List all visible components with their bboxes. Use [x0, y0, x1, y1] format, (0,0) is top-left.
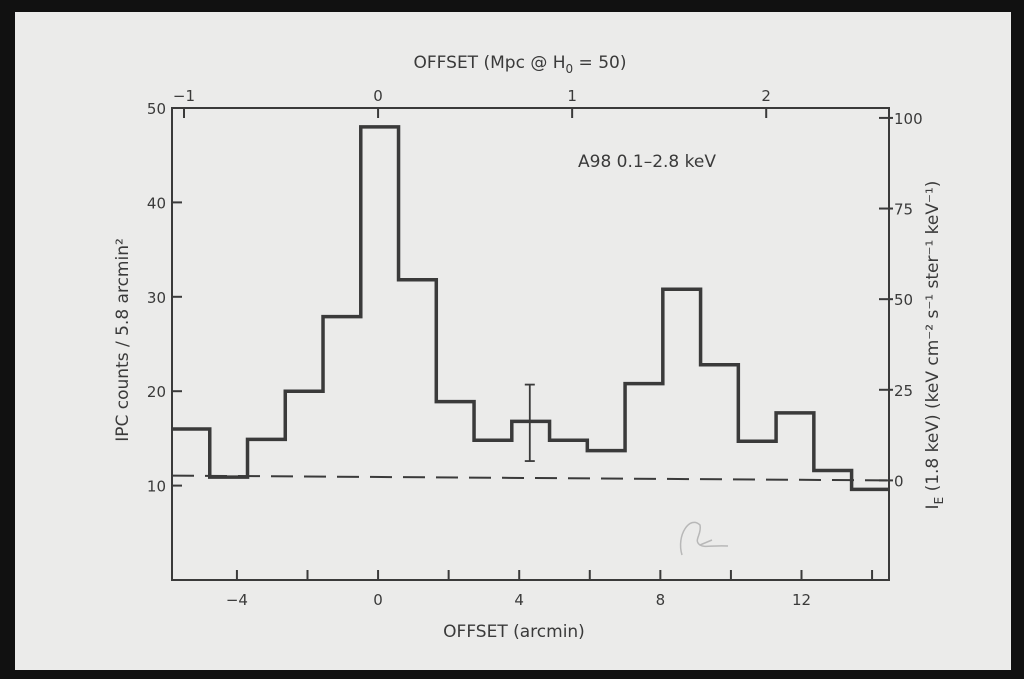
- x-tick-label: 4: [514, 591, 524, 609]
- y-tick-label: 50: [147, 100, 166, 118]
- top-tick-label: 2: [761, 87, 771, 105]
- right-tick-label: 0: [894, 472, 904, 490]
- right-tick-label: 100: [894, 110, 923, 128]
- top-axis-title: OFFSET (Mpc @ H0 = 50): [414, 53, 627, 76]
- annotation: A98 0.1–2.8 keV: [578, 152, 716, 172]
- x-tick-label: 0: [373, 591, 383, 609]
- y-axis-title: IPC counts / 5.8 arcmin²: [113, 238, 133, 442]
- x-tick-label: 12: [792, 591, 811, 609]
- y-tick-label: 30: [147, 289, 166, 307]
- photo-paper: [15, 12, 1011, 670]
- y-tick-label: 20: [147, 383, 166, 401]
- x-tick-label: 8: [656, 591, 666, 609]
- y-tick-label: 10: [147, 478, 166, 496]
- handwritten-initials: [679, 521, 729, 556]
- background-level-line: [171, 474, 890, 482]
- top-tick-label: 0: [373, 87, 383, 105]
- x-tick-label: −4: [226, 591, 248, 609]
- x-axis-title: OFFSET (arcmin): [443, 622, 585, 642]
- right-tick-label: 75: [894, 201, 913, 219]
- right-axis-title: IE (1.8 keV) (keV cm⁻² s⁻¹ ster⁻¹ keV⁻¹): [923, 181, 946, 510]
- top-tick-label: 1: [567, 87, 577, 105]
- right-tick-label: 50: [894, 291, 913, 309]
- top-tick-label: −1: [173, 87, 195, 105]
- right-tick-label: 25: [894, 382, 913, 400]
- plot-frame: [171, 107, 890, 581]
- y-tick-label: 40: [147, 194, 166, 212]
